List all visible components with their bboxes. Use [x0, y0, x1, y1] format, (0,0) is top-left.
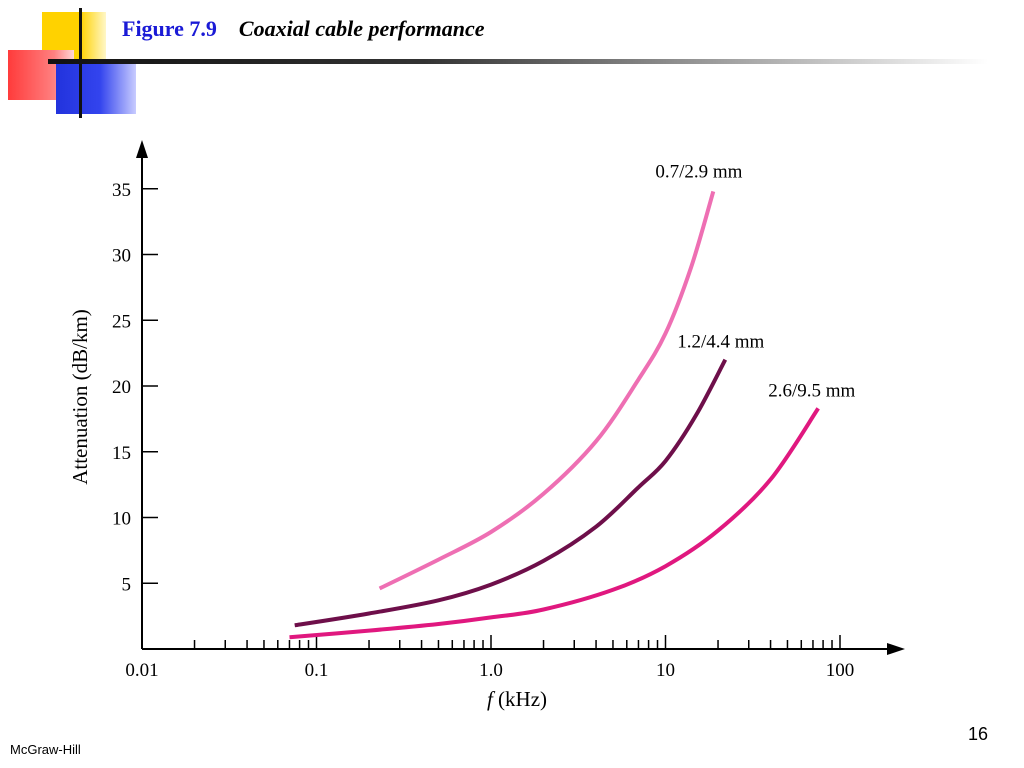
y-tick-label: 20	[112, 377, 131, 398]
x-tick-label: 0.1	[305, 660, 329, 681]
x-axis-arrow	[887, 643, 905, 655]
chart-ticks: 5 10 15 20 25 30 35 0.01 0.1 1.0 10 100	[112, 180, 854, 681]
series-label: 0.7/2.9 mm	[655, 161, 742, 182]
title-underline	[48, 59, 988, 64]
y-tick-label: 15	[112, 443, 131, 464]
y-tick-label: 30	[112, 246, 131, 267]
slide-title: Figure 7.9 Coaxial cable performance	[122, 16, 485, 42]
page-number: 16	[968, 724, 989, 744]
chart-series	[289, 190, 820, 640]
chart-axes	[136, 140, 905, 655]
y-axis-arrow	[136, 140, 148, 158]
series-line	[294, 358, 728, 628]
x-tick-label: 10	[656, 660, 675, 681]
figure-caption: Coaxial cable performance	[238, 16, 485, 41]
y-tick-label: 25	[112, 311, 131, 332]
series-line	[289, 407, 820, 640]
publisher-footer: McGraw-Hill	[10, 742, 81, 757]
y-tick-label: 10	[112, 509, 131, 530]
x-axis-title-unit: (kHz)	[493, 687, 547, 711]
x-axis-title: f (kHz)	[487, 687, 547, 711]
x-tick-label: 1.0	[479, 660, 503, 681]
y-tick-label: 35	[112, 180, 131, 201]
x-axis-title-symbol: f	[487, 687, 496, 711]
x-tick-label: 0.01	[125, 660, 158, 681]
series-label: 1.2/4.4 mm	[677, 332, 764, 353]
series-line	[378, 190, 716, 591]
decor-blue-square	[56, 62, 136, 114]
y-axis-title: Attenuation (dB/km)	[68, 309, 92, 485]
chart-labels: f (kHz) Attenuation (dB/km) 0.7/2.9 mm 1.2/…	[68, 161, 856, 711]
series-label: 2.6/9.5 mm	[768, 380, 855, 401]
x-tick-label: 100	[826, 660, 855, 681]
figure-number: Figure 7.9	[122, 16, 217, 41]
y-tick-label: 5	[122, 574, 132, 595]
